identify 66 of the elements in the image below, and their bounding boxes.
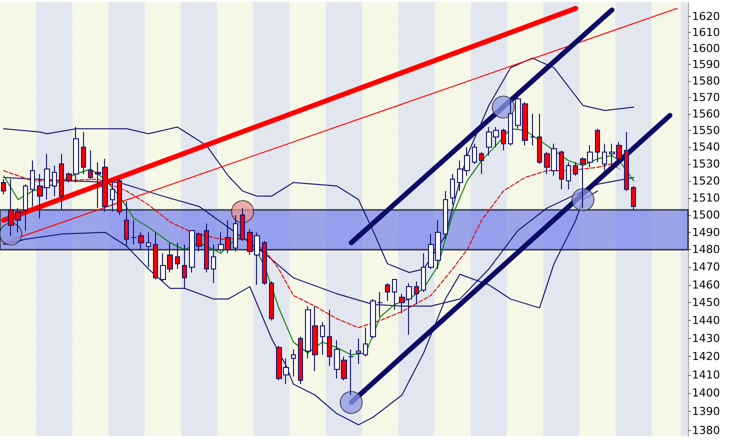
candlestick xyxy=(88,150,93,180)
y-tick-label: 1620 xyxy=(692,10,720,23)
y-tick-label: 1570 xyxy=(692,90,720,104)
y-tick-label: 1420 xyxy=(692,350,720,364)
candlestick xyxy=(602,143,607,172)
y-tick-label: 1510 xyxy=(692,191,720,204)
candlestick xyxy=(211,244,216,284)
y-tick-label: 1500 xyxy=(692,208,720,222)
candlestick xyxy=(573,162,578,176)
y-tick-label: 1540 xyxy=(692,140,720,154)
candlestick xyxy=(182,244,187,289)
line-series xyxy=(3,163,620,328)
y-tick-label: 1380 xyxy=(692,424,720,437)
point xyxy=(572,188,594,212)
candlestick xyxy=(240,208,245,242)
y-tick-label: 1450 xyxy=(692,296,720,310)
y-tick-label: 1390 xyxy=(692,405,720,418)
point xyxy=(0,222,22,246)
candlestick xyxy=(566,162,571,190)
y-tick-label: 1490 xyxy=(692,226,720,239)
y-tick-label: 1520 xyxy=(692,174,720,188)
candlestick xyxy=(508,96,513,146)
candlestick xyxy=(81,132,86,175)
y-tick-label: 1470 xyxy=(692,260,720,274)
y-tick-label: 1530 xyxy=(692,157,720,170)
candlestick xyxy=(23,184,28,232)
candlestick xyxy=(320,322,325,356)
candlestick xyxy=(631,185,636,210)
candlestick xyxy=(385,282,390,302)
candlestick xyxy=(559,150,564,190)
y-tick-label: 1440 xyxy=(692,314,720,327)
candlestick xyxy=(291,348,296,378)
candlestick xyxy=(537,113,542,164)
y-tick-label: 1430 xyxy=(692,332,720,345)
y-tick-label: 1460 xyxy=(692,278,720,292)
candlestick xyxy=(501,128,506,151)
candlestick xyxy=(110,180,115,212)
candlestick xyxy=(153,232,158,280)
candlestick xyxy=(262,240,267,286)
candlestick xyxy=(479,152,484,175)
candlestick xyxy=(298,336,303,385)
y-tick-label: 1610 xyxy=(692,26,720,39)
candlestick xyxy=(530,113,535,146)
y-tick-label: 1600 xyxy=(692,42,720,55)
candlestick xyxy=(327,309,332,366)
y-tick-label: 1550 xyxy=(692,124,720,137)
y-tick-label: 1400 xyxy=(692,386,720,400)
point xyxy=(492,96,515,119)
candlestick xyxy=(450,174,455,206)
candlestick xyxy=(356,338,361,364)
y-tick-label: 1580 xyxy=(692,74,720,88)
candlestick xyxy=(175,242,180,270)
y-tick-label: 1590 xyxy=(692,58,720,72)
y-tick-label: 1480 xyxy=(692,243,720,256)
candlestick xyxy=(443,190,448,240)
candlestick xyxy=(204,223,209,273)
point xyxy=(340,390,363,414)
candlestick xyxy=(348,348,354,396)
candlestick xyxy=(363,327,368,358)
y-tick-label: 1410 xyxy=(692,368,720,382)
candlestick xyxy=(146,232,151,268)
candlestick xyxy=(595,128,600,163)
candlestick xyxy=(233,214,238,252)
y-tick-label: 1560 xyxy=(692,107,720,120)
candlestick xyxy=(472,143,477,164)
candlestick xyxy=(269,280,274,321)
